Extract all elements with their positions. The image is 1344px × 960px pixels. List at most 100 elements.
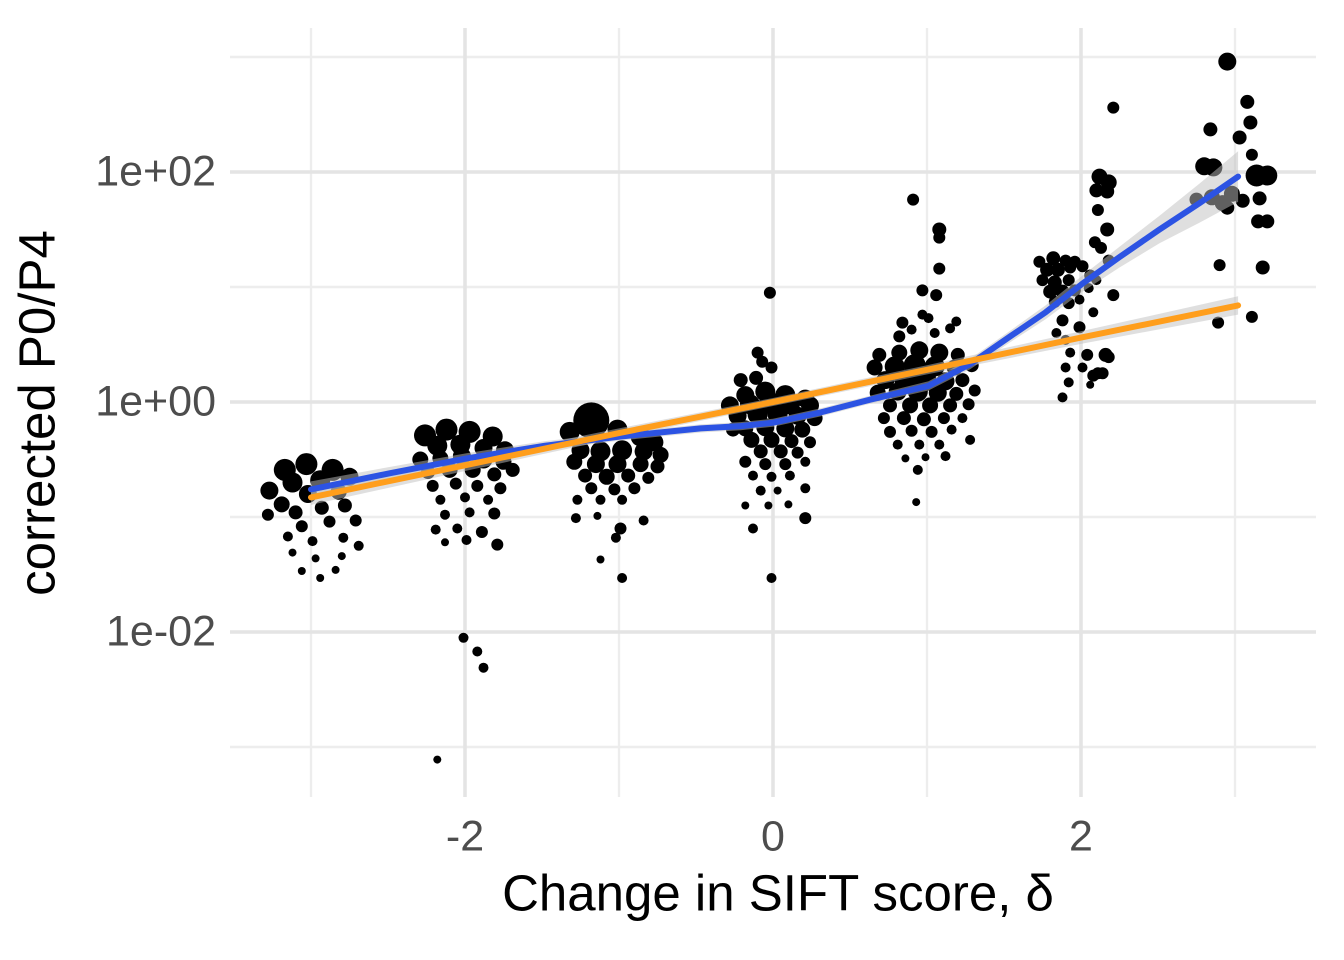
data-point xyxy=(449,477,462,490)
data-point xyxy=(755,485,766,496)
data-point xyxy=(1074,294,1085,305)
data-point xyxy=(916,412,931,427)
data-point xyxy=(483,494,494,505)
data-point xyxy=(1245,148,1258,161)
y-axis-title: corrected P0/P4 xyxy=(8,230,66,596)
data-point xyxy=(478,662,489,673)
data-point xyxy=(316,574,325,582)
data-point xyxy=(273,496,290,513)
data-point xyxy=(799,512,812,525)
data-point xyxy=(1051,328,1062,338)
data-point xyxy=(460,492,470,503)
data-point xyxy=(907,193,920,206)
data-point xyxy=(1065,347,1076,358)
y-tick-label: 1e+00 xyxy=(95,377,216,426)
data-point xyxy=(962,398,975,411)
data-point xyxy=(1060,362,1071,373)
data-point xyxy=(763,286,776,299)
data-point xyxy=(877,412,890,425)
data-point xyxy=(1100,184,1115,199)
data-point xyxy=(1050,262,1065,277)
y-tick-label: 1e+02 xyxy=(95,147,216,196)
data-point xyxy=(617,573,628,583)
data-point xyxy=(433,755,442,764)
data-point xyxy=(440,509,450,520)
data-point xyxy=(570,513,581,524)
data-point xyxy=(773,486,782,495)
data-point xyxy=(1036,274,1049,287)
data-point xyxy=(593,511,602,520)
data-point xyxy=(472,646,483,657)
data-point xyxy=(1240,94,1255,109)
data-point xyxy=(957,413,968,424)
data-point xyxy=(337,498,352,513)
data-point xyxy=(751,346,764,359)
data-point xyxy=(331,565,340,574)
data-point xyxy=(621,468,636,483)
data-point xyxy=(901,454,910,463)
data-point xyxy=(1057,392,1068,403)
data-point xyxy=(946,424,957,435)
data-point xyxy=(650,459,665,474)
data-point xyxy=(943,398,958,413)
data-point xyxy=(951,316,962,327)
data-point xyxy=(1107,289,1120,302)
data-point xyxy=(349,514,362,527)
data-point xyxy=(295,520,308,533)
data-point xyxy=(282,472,303,493)
data-point xyxy=(804,436,816,449)
data-point xyxy=(1040,262,1055,277)
data-point xyxy=(585,482,598,495)
data-point xyxy=(866,359,883,376)
data-point xyxy=(766,471,777,482)
linear-fit-line xyxy=(308,302,1242,501)
data-point xyxy=(596,555,605,564)
data-point xyxy=(1089,183,1104,198)
data-point xyxy=(323,515,336,528)
x-tick-label: -2 xyxy=(445,812,485,861)
data-point xyxy=(1257,165,1278,186)
data-point xyxy=(337,552,346,561)
data-point xyxy=(435,494,446,505)
data-point xyxy=(426,479,439,492)
y-tick-label: 1e-02 xyxy=(106,607,216,656)
data-point xyxy=(1086,380,1095,389)
data-point xyxy=(1091,367,1104,380)
data-point xyxy=(1088,307,1099,318)
data-point xyxy=(914,439,925,450)
data-point xyxy=(1100,222,1115,237)
data-point xyxy=(1212,316,1225,329)
data-point xyxy=(461,535,472,545)
data-point xyxy=(784,470,795,481)
data-point xyxy=(614,522,627,535)
data-point xyxy=(494,482,507,495)
data-point xyxy=(282,531,293,542)
data-point xyxy=(475,526,488,538)
data-point xyxy=(261,508,274,521)
data-point xyxy=(471,479,484,492)
data-point xyxy=(338,532,349,543)
data-point xyxy=(1043,284,1058,299)
data-point xyxy=(652,446,669,463)
data-point xyxy=(1102,351,1115,364)
data-point xyxy=(1056,314,1069,327)
data-point xyxy=(929,328,940,338)
data-point xyxy=(933,262,946,275)
data-point xyxy=(749,370,764,385)
data-point xyxy=(638,515,649,526)
data-point xyxy=(297,567,306,575)
data-point xyxy=(441,538,449,547)
data-point xyxy=(307,536,318,547)
data-point xyxy=(784,500,793,509)
data-point xyxy=(1232,130,1247,145)
data-point xyxy=(925,425,938,438)
data-point xyxy=(610,532,621,543)
data-point xyxy=(934,439,945,450)
data-point xyxy=(1073,321,1086,334)
data-point xyxy=(763,431,780,448)
data-point xyxy=(902,397,919,414)
data-point xyxy=(945,323,956,334)
data-point xyxy=(1243,115,1258,130)
